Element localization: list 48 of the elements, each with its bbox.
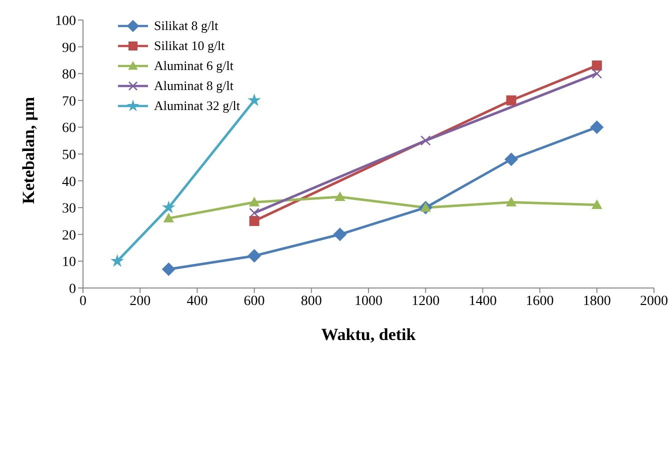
x-tick-label: 1800 [582,294,611,309]
point [592,60,602,71]
point [592,68,602,79]
point [590,120,604,134]
x-tick-label: 600 [244,294,265,309]
y-tick-label: 40 [62,174,76,190]
point [248,94,260,106]
legend-label: Aluminat 32 g/lt [154,98,240,114]
y-tick-label: 100 [55,14,76,29]
point [112,255,123,266]
point [248,249,261,262]
y-tick-label: 60 [62,121,76,136]
y-tick-label: 80 [62,68,76,83]
legend-label: Silikat 8 g/lt [154,18,218,34]
point [334,192,345,201]
point [420,135,431,146]
point [333,228,347,241]
y-tick-label: 30 [62,202,76,217]
x-tick-label: 800 [300,294,322,309]
y-tick-label: 70 [62,94,76,110]
x-tick-label: 2000 [640,294,668,309]
point [164,213,174,222]
point [506,197,516,206]
y-tick-label: 0 [69,282,76,297]
legend-label: Aluminat 8 g/lt [154,78,234,94]
point [249,197,260,206]
legend-label: Aluminat 6 g/lt [154,58,234,74]
x-tick-label: 400 [186,294,208,309]
x-axis-title: Waktu, detik [321,325,416,344]
y-tick-label: 20 [62,228,76,244]
point [506,95,516,106]
point [249,216,260,226]
x-tick-label: 1000 [354,294,382,309]
point [592,200,602,210]
x-tick-label: 1200 [412,294,440,309]
x-tick-label: 0 [80,294,86,309]
point [249,208,260,218]
point [504,152,518,166]
y-tick-label: 90 [62,40,76,56]
y-tick-label: 10 [62,255,76,270]
y-axis-title: Ketebalan, µm [19,96,38,204]
point [162,262,176,276]
legend-label: Silikat 10 g/lt [154,38,225,54]
x-tick-label: 1400 [468,294,497,309]
point [163,202,174,212]
x-tick-label: 200 [130,294,151,309]
x-tick-label: 1600 [526,294,554,309]
y-tick-label: 50 [62,148,76,163]
